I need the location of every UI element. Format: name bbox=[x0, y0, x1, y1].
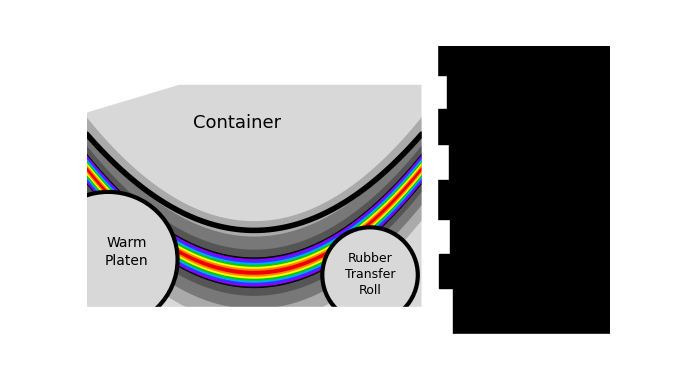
Polygon shape bbox=[87, 46, 422, 112]
Polygon shape bbox=[87, 159, 422, 283]
Polygon shape bbox=[87, 146, 422, 296]
Polygon shape bbox=[87, 307, 422, 338]
Polygon shape bbox=[87, 157, 422, 285]
Ellipse shape bbox=[39, 192, 177, 328]
Polygon shape bbox=[87, 334, 611, 338]
Text: Rubber
Transfer
Roll: Rubber Transfer Roll bbox=[345, 252, 395, 297]
Polygon shape bbox=[87, 154, 422, 288]
Polygon shape bbox=[87, 155, 422, 287]
Polygon shape bbox=[422, 46, 437, 338]
Polygon shape bbox=[87, 133, 422, 309]
Polygon shape bbox=[87, 46, 611, 338]
Text: Container: Container bbox=[193, 114, 281, 131]
Polygon shape bbox=[87, 165, 422, 277]
Polygon shape bbox=[87, 49, 422, 334]
Polygon shape bbox=[87, 161, 422, 281]
Polygon shape bbox=[87, 167, 422, 275]
Polygon shape bbox=[87, 117, 422, 325]
Text: Warm
Platen: Warm Platen bbox=[105, 236, 148, 268]
Circle shape bbox=[322, 227, 418, 323]
Polygon shape bbox=[435, 46, 611, 338]
Polygon shape bbox=[87, 163, 422, 279]
